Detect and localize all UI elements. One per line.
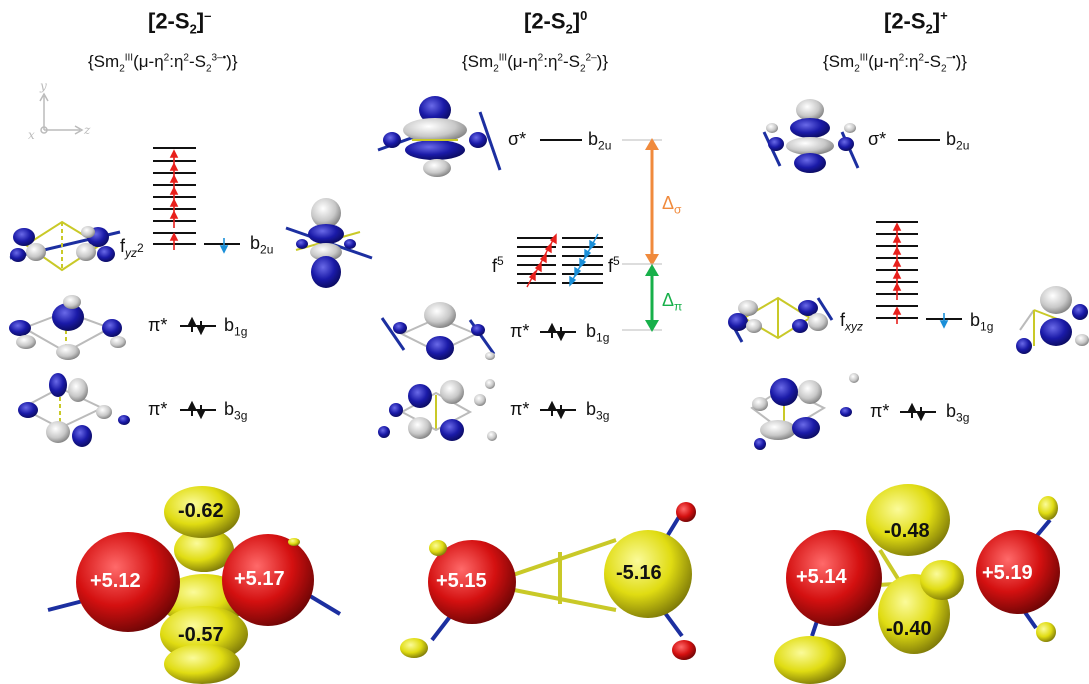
f-level-stack-cation	[876, 221, 962, 320]
label-delta-pi: Δπ	[662, 290, 683, 314]
orbital-fxyz-cation	[728, 296, 834, 343]
label-f5-right: f5	[608, 254, 620, 276]
alpha-spins-neutral	[526, 233, 557, 288]
pi-levels-neutral	[540, 322, 576, 420]
orbital-sigma-b2u-cation	[762, 99, 860, 173]
spin-value-cation-right: +5.19	[982, 562, 1033, 584]
pi-levels-cation	[900, 402, 936, 422]
title-cation: [2-S2]+	[884, 8, 948, 37]
label-sigma-star-neutral: σ*	[508, 129, 527, 149]
orbital-pi-b3g-cation	[750, 373, 859, 450]
spin-value-anion-top: -0.62	[178, 500, 224, 522]
spin-density-anion	[47, 486, 342, 684]
axis-z-label: z	[83, 123, 91, 137]
orbital-b1g-cation	[1016, 286, 1089, 354]
spin-value-anion-left: +5.12	[90, 570, 141, 592]
orbital-fyz2-anion	[9, 220, 121, 272]
formula-neutral: {Sm2III(μ-η2:η2-S22–)}	[462, 52, 609, 75]
label-b1g-neutral: b1g	[586, 321, 610, 345]
beta-spins-neutral	[569, 233, 599, 287]
orbital-pi-b3g-anion	[18, 373, 130, 447]
label-b3g-anion: b3g	[224, 399, 248, 423]
title-neutral: [2-S2]0	[524, 8, 588, 37]
label-b3g-neutral: b3g	[586, 399, 610, 423]
spin-value-cation-bottom: -0.40	[886, 618, 932, 640]
spin-density-cation	[774, 484, 1060, 684]
alpha-spins-anion	[169, 149, 179, 250]
spin-value-neutral-right: -5.16	[616, 562, 662, 584]
formula-cation: {Sm2III(μ-η2:η2-S2–•)}	[823, 52, 967, 75]
axis-indicator	[39, 92, 84, 135]
label-pi-star-b3g-neutral: π*	[510, 399, 530, 419]
label-b2u-neutral: b2u	[588, 129, 612, 153]
orbital-pi-b1g-anion	[9, 295, 126, 360]
delta-pi-arrow	[622, 263, 662, 332]
orbital-pi-b1g-neutral	[380, 302, 496, 360]
label-delta-sigma: Δσ	[662, 193, 682, 217]
orbital-pi-b3g-neutral	[378, 379, 497, 441]
beta-spin-anion-b2u	[219, 238, 229, 254]
label-pi-star-b3g-cation: π*	[870, 401, 890, 421]
spin-value-cation-top: -0.48	[884, 520, 930, 542]
label-sigma-star-cation: σ*	[868, 129, 887, 149]
spin-density-neutral	[400, 502, 696, 660]
axis-x-label: x	[28, 128, 35, 142]
label-b2u-cation: b2u	[946, 129, 970, 153]
label-b1g-cation: b1g	[970, 310, 994, 334]
spin-value-neutral-left: +5.15	[436, 570, 487, 592]
orbital-sigma-b2u-neutral	[377, 96, 502, 177]
alpha-spins-cation	[892, 222, 902, 324]
spin-value-anion-bottom: -0.57	[178, 624, 224, 646]
label-f5-left: f5	[492, 254, 504, 276]
label-fyz2: fyz2	[120, 236, 144, 260]
formula-anion: {Sm2III(μ-η2:η2-S23–•)}	[88, 52, 238, 75]
title-anion: [2-S2]–	[148, 8, 212, 37]
pi-levels-anion	[180, 316, 216, 420]
axis-y-label: y	[39, 79, 47, 93]
label-pi-star-b1g-neutral: π*	[510, 321, 530, 341]
label-pi-star-b1g-anion: π*	[148, 315, 168, 335]
label-b1g-anion: b1g	[224, 315, 248, 339]
label-b2u-anion: b2u	[250, 233, 274, 257]
delta-sigma-arrow	[622, 138, 662, 266]
f-level-stack-anion	[153, 147, 240, 245]
label-fxyz: fxyz	[840, 310, 864, 334]
spin-value-cation-left: +5.14	[796, 566, 847, 588]
spin-value-anion-right: +5.17	[234, 568, 285, 590]
orbital-b2u-anion	[285, 198, 373, 288]
label-pi-star-b3g-anion: π*	[148, 399, 168, 419]
beta-spin-cation-b1g	[939, 313, 949, 329]
label-b3g-cation: b3g	[946, 401, 970, 425]
